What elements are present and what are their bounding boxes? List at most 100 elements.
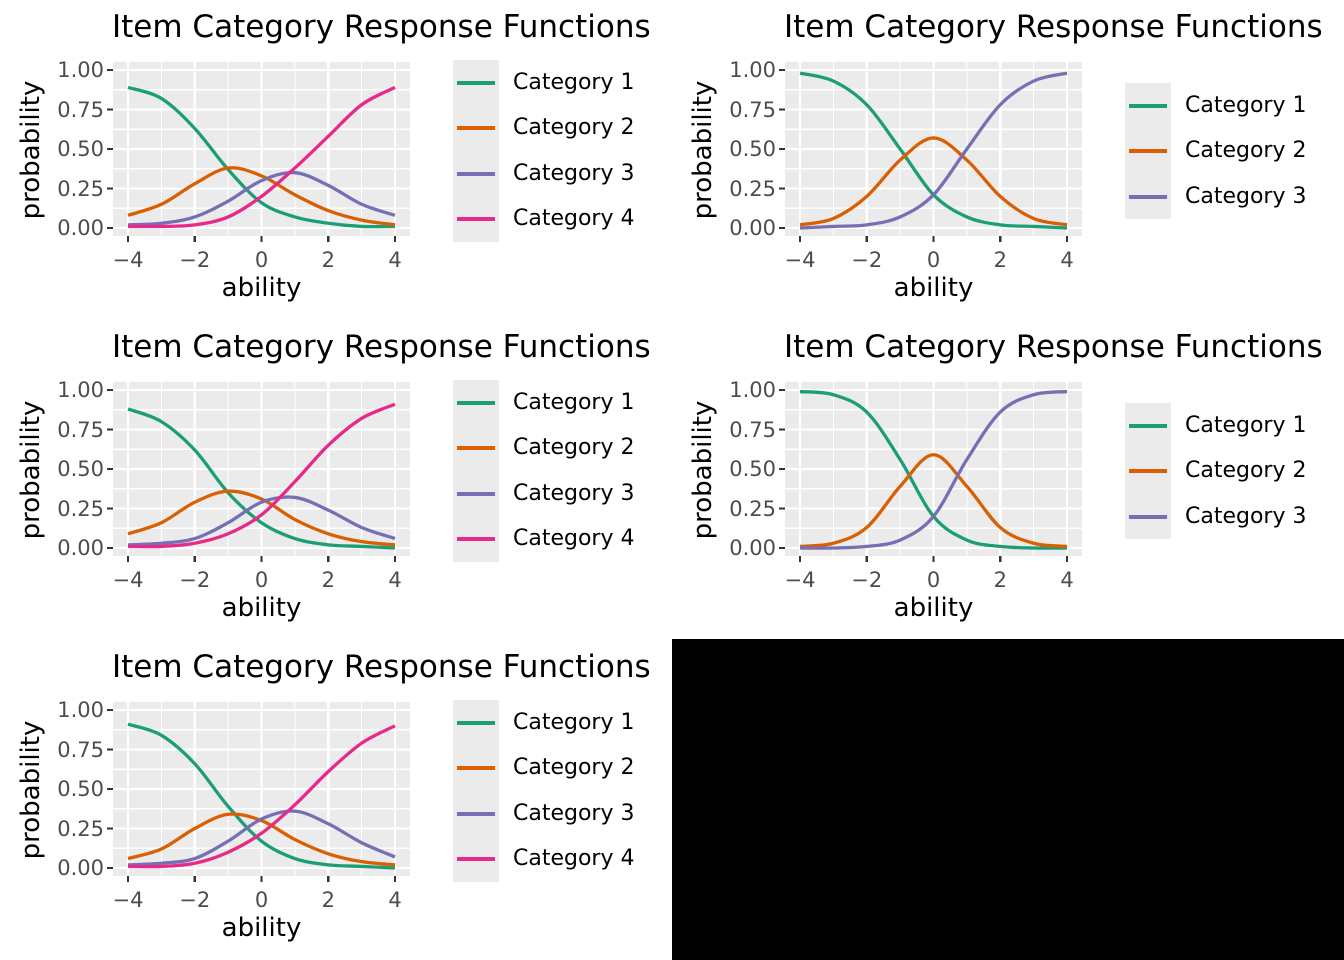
curve-category-2 bbox=[799, 453, 1068, 549]
legend-label-category-1: Category 1 bbox=[513, 69, 635, 95]
curve-category-3 bbox=[127, 495, 396, 547]
y-tick-label: 0.25 bbox=[57, 496, 104, 521]
x-tick-label: 2 bbox=[321, 248, 335, 272]
legend-label-category-3: Category 3 bbox=[513, 160, 635, 186]
y-tick-label: 1.00 bbox=[729, 58, 776, 82]
x-tick-label: 4 bbox=[1060, 568, 1074, 592]
legend-key-line-category-2 bbox=[457, 766, 495, 771]
legend-key-line-category-1 bbox=[457, 400, 495, 405]
legend-key-line-category-4 bbox=[457, 537, 495, 542]
legend bbox=[453, 380, 499, 562]
legend-key-line-category-2 bbox=[457, 446, 495, 451]
y-tick-label: 0.50 bbox=[57, 777, 104, 801]
legend-key-line-category-1 bbox=[457, 720, 495, 725]
curve-category-3 bbox=[799, 71, 1068, 230]
y-tick-label: 0.50 bbox=[57, 457, 104, 481]
plot-cell-5: Item Category Response Functions ability p… bbox=[0, 640, 672, 960]
x-tick-label: 0 bbox=[254, 248, 269, 272]
y-tick-label: 0.50 bbox=[729, 457, 776, 481]
legend-key-line-category-4 bbox=[457, 857, 495, 862]
plot-title: Item Category Response Functions bbox=[784, 9, 1323, 45]
x-tick-label: 4 bbox=[388, 568, 402, 592]
y-tick-label: 0.25 bbox=[729, 176, 776, 201]
plot-title: Item Category Response Functions bbox=[112, 649, 651, 685]
y-tick-label: 0.50 bbox=[729, 137, 776, 161]
y-tick-label: 0.25 bbox=[57, 176, 104, 201]
x-tick-label: 4 bbox=[388, 248, 402, 272]
x-tick-label: −4 bbox=[112, 568, 144, 592]
legend-label-category-3: Category 3 bbox=[513, 480, 635, 506]
x-axis-title: ability bbox=[893, 273, 974, 303]
x-axis-title: ability bbox=[893, 593, 974, 623]
plot-cell-4: Item Category Response Functions ability p… bbox=[672, 320, 1344, 640]
legend-label-category-4: Category 4 bbox=[513, 206, 635, 232]
legend-label-category-1: Category 1 bbox=[1185, 92, 1307, 118]
y-tick-label: 0.00 bbox=[57, 856, 104, 880]
legend-key-line-category-2 bbox=[457, 126, 495, 131]
x-tick-label: 0 bbox=[926, 248, 941, 272]
legend-key-line-category-3 bbox=[1129, 194, 1167, 199]
legend-key-line-category-2 bbox=[1129, 469, 1167, 473]
legend-key-line-category-1 bbox=[1129, 103, 1167, 108]
legend-label-category-3: Category 3 bbox=[1185, 503, 1307, 529]
curve-category-1 bbox=[127, 407, 396, 550]
legend bbox=[1125, 82, 1171, 220]
x-tick-label: 2 bbox=[321, 568, 335, 592]
plot-cell-1: Item Category Response Functions ability p… bbox=[0, 0, 672, 320]
curve-category-3 bbox=[799, 389, 1068, 550]
legend-label-category-2: Category 2 bbox=[513, 435, 635, 461]
x-tick-label: 0 bbox=[926, 568, 941, 592]
curve-category-1 bbox=[127, 85, 396, 229]
legend-label-category-3: Category 3 bbox=[1185, 183, 1307, 209]
legend-label-category-2: Category 2 bbox=[513, 115, 635, 141]
legend-label-category-2: Category 2 bbox=[513, 755, 635, 781]
y-tick-label: 0.75 bbox=[57, 737, 104, 762]
y-tick-label: 0.75 bbox=[729, 97, 776, 122]
y-tick-label: 0.00 bbox=[57, 536, 104, 560]
legend-label-category-1: Category 1 bbox=[1185, 412, 1307, 438]
y-tick-label: 1.00 bbox=[57, 58, 104, 82]
curve-category-4 bbox=[127, 85, 396, 229]
plot-title: Item Category Response Functions bbox=[112, 329, 651, 365]
legend-label-category-2: Category 2 bbox=[1185, 458, 1307, 483]
legend-key-line-category-3 bbox=[457, 171, 495, 176]
y-tick-label: 0.75 bbox=[729, 417, 776, 442]
legend-label-category-4: Category 4 bbox=[513, 526, 635, 552]
plot-title: Item Category Response Functions bbox=[784, 329, 1323, 365]
legend-label-category-2: Category 2 bbox=[1185, 138, 1307, 163]
x-tick-label: 2 bbox=[993, 248, 1007, 272]
curve-category-1 bbox=[127, 722, 396, 870]
y-tick-label: 1.00 bbox=[729, 378, 776, 402]
x-axis-title: ability bbox=[221, 273, 302, 303]
x-tick-label: 2 bbox=[993, 568, 1007, 592]
x-axis-title: ability bbox=[221, 593, 302, 623]
legend-label-category-3: Category 3 bbox=[513, 800, 635, 826]
x-tick-label: −2 bbox=[851, 248, 883, 272]
x-tick-label: −4 bbox=[784, 568, 816, 592]
y-tick-label: 0.00 bbox=[729, 216, 776, 240]
plot-panel-svg bbox=[779, 62, 1082, 242]
x-tick-label: −4 bbox=[784, 248, 816, 272]
legend bbox=[453, 60, 499, 242]
plot-panel-svg bbox=[107, 62, 410, 242]
y-tick-label: 0.75 bbox=[57, 417, 104, 442]
y-tick-label: 0.25 bbox=[729, 496, 776, 521]
legend-label-category-4: Category 4 bbox=[513, 846, 635, 872]
plot-cell-2: Item Category Response Functions ability p… bbox=[672, 0, 1344, 320]
x-tick-label: 4 bbox=[388, 888, 402, 912]
curve-category-4 bbox=[127, 724, 396, 869]
x-axis-title: ability bbox=[221, 913, 302, 943]
legend-key-line-category-1 bbox=[457, 80, 495, 85]
legend-key-line-category-4 bbox=[457, 217, 495, 222]
x-tick-label: −4 bbox=[112, 248, 144, 272]
y-tick-label: 0.50 bbox=[57, 137, 104, 161]
y-tick-label: 0.25 bbox=[57, 816, 104, 841]
x-tick-label: 2 bbox=[321, 888, 335, 912]
y-tick-label: 0.00 bbox=[57, 216, 104, 240]
legend-key-line-category-1 bbox=[1129, 423, 1167, 428]
curve-category-3 bbox=[127, 809, 396, 867]
legend-label-category-1: Category 1 bbox=[513, 709, 635, 735]
legend bbox=[453, 700, 499, 882]
x-tick-label: −2 bbox=[179, 568, 211, 592]
legend bbox=[1125, 402, 1171, 540]
